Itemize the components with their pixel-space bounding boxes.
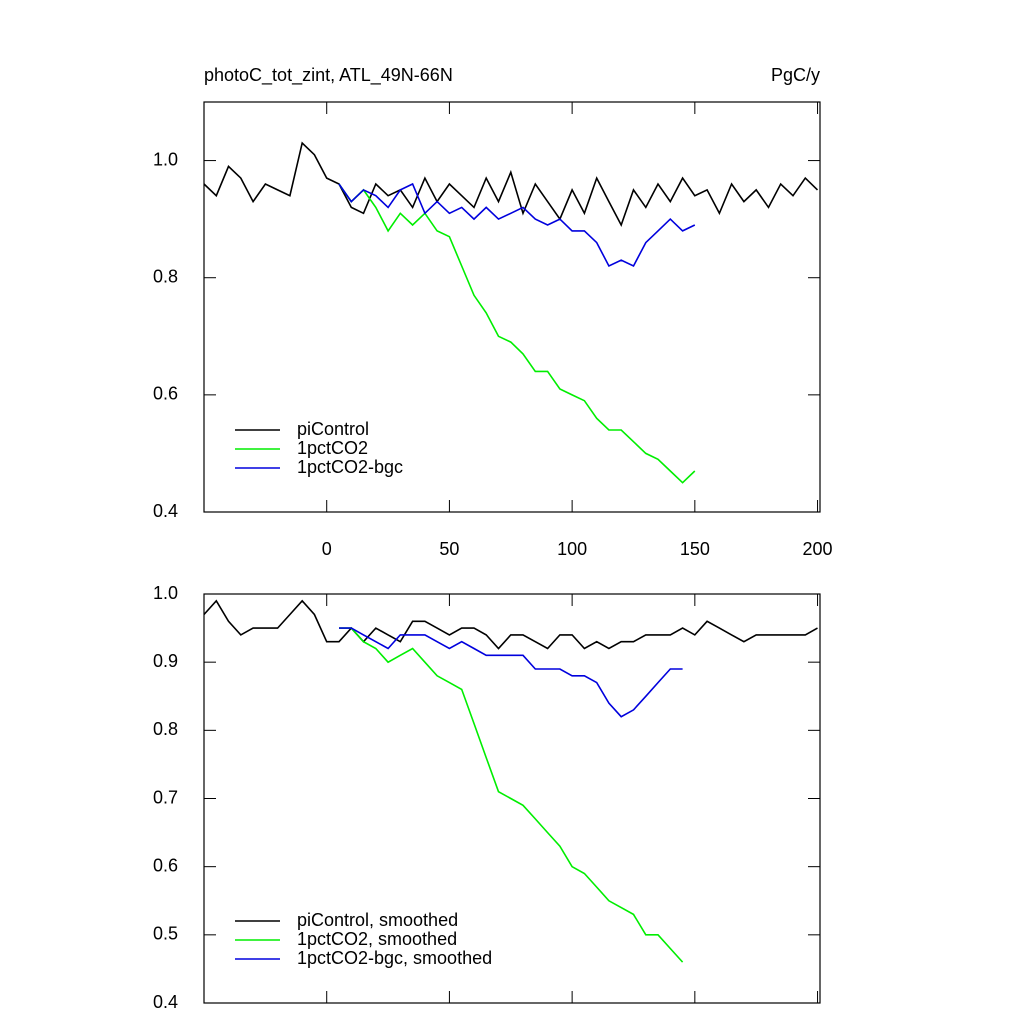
x-tick-label: 150	[680, 539, 710, 559]
y-tick-label: 0.6	[153, 855, 178, 875]
x-tick-label: 100	[557, 539, 587, 559]
series-line	[339, 627, 684, 963]
legend-label: 1pctCO2-bgc	[297, 457, 403, 477]
y-tick-label: 0.8	[153, 719, 178, 739]
legend-label: 1pctCO2	[297, 438, 368, 458]
y-tick-label: 0.5	[153, 924, 178, 944]
y-tick-label: 0.8	[153, 266, 178, 286]
series-line	[339, 627, 683, 718]
x-tick-label: 0	[322, 539, 332, 559]
x-tick-label: 50	[439, 539, 459, 559]
plot-frame	[203, 101, 821, 513]
units-label: PgC/y	[771, 65, 820, 85]
y-tick-label: 0.4	[153, 501, 178, 521]
series-line	[203, 599, 818, 650]
chart-title: photoC_tot_zint, ATL_49N-66N	[204, 65, 453, 86]
y-tick-label: 0.9	[153, 651, 178, 671]
y-tick-label: 0.7	[153, 787, 178, 807]
legend-label: piControl	[297, 419, 369, 439]
legend-label: piControl, smoothed	[297, 910, 458, 930]
series-line	[338, 182, 696, 268]
legend-label: 1pctCO2, smoothed	[297, 929, 457, 949]
y-tick-label: 1.0	[153, 149, 178, 169]
x-tick-label: 200	[803, 539, 833, 559]
y-tick-label: 1.0	[153, 583, 178, 603]
y-tick-label: 0.4	[153, 992, 178, 1012]
series-line	[338, 183, 696, 484]
y-tick-label: 0.6	[153, 384, 178, 404]
series-line	[203, 141, 819, 227]
legend-label: 1pctCO2-bgc, smoothed	[297, 948, 492, 968]
